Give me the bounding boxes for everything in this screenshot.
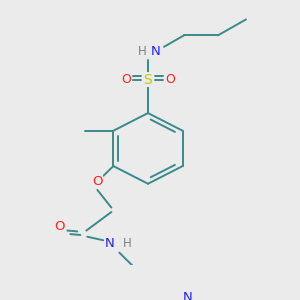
Text: N: N bbox=[183, 291, 193, 300]
Text: N: N bbox=[104, 237, 114, 250]
Text: H: H bbox=[138, 45, 146, 58]
Text: O: O bbox=[121, 73, 131, 86]
Text: N: N bbox=[151, 45, 161, 58]
Text: S: S bbox=[144, 73, 152, 86]
Text: O: O bbox=[54, 220, 64, 232]
Text: O: O bbox=[165, 73, 175, 86]
Text: H: H bbox=[123, 237, 132, 250]
Text: O: O bbox=[92, 176, 103, 188]
